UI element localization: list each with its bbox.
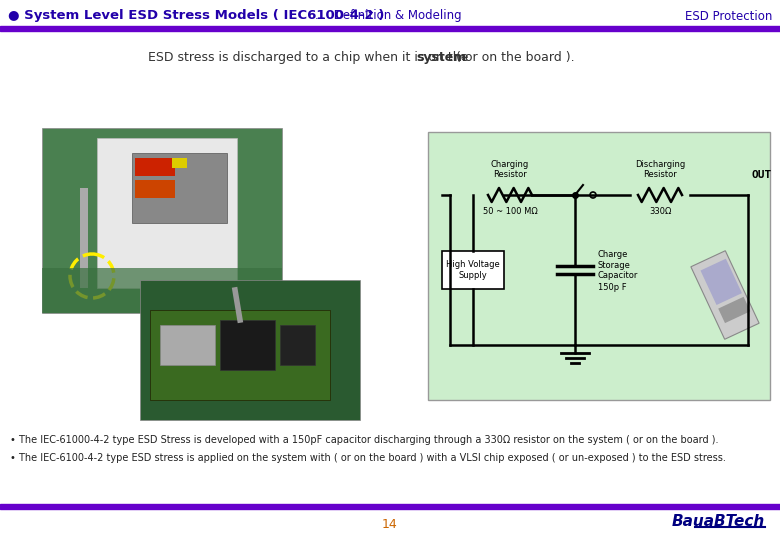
Text: • The IEC-6100-4-2 type ESD stress is applied on the system with ( or on the boa: • The IEC-6100-4-2 type ESD stress is ap… (10, 453, 726, 463)
Polygon shape (718, 297, 750, 323)
Text: ...  Definition & Modeling: ... Definition & Modeling (315, 10, 462, 23)
Bar (280, 325, 315, 365)
Text: BauaBTech: BauaBTech (672, 515, 765, 530)
Bar (428, 132, 770, 400)
Bar (135, 158, 175, 176)
Text: ( or on the board ).: ( or on the board ). (452, 51, 575, 64)
Bar (442, 251, 504, 289)
Text: Discharging
Resistor: Discharging Resistor (635, 160, 685, 179)
Text: High Voltage
Supply: High Voltage Supply (446, 260, 500, 280)
Text: 14: 14 (382, 517, 398, 530)
Bar (97, 138, 237, 288)
Bar (150, 310, 330, 400)
Bar (160, 325, 215, 365)
Text: ESD stress is discharged to a chip when it is on the: ESD stress is discharged to a chip when … (148, 51, 473, 64)
Bar (140, 280, 360, 420)
Text: ● System Level ESD Stress Models ( IEC6100-4-2 ): ● System Level ESD Stress Models ( IEC61… (8, 10, 389, 23)
Text: 330Ω: 330Ω (649, 207, 671, 216)
Text: • The IEC-61000-4-2 type ESD Stress is developed with a 150pF capacitor discharg: • The IEC-61000-4-2 type ESD Stress is d… (10, 435, 718, 445)
Polygon shape (700, 259, 742, 305)
Text: 50 ~ 100 MΩ: 50 ~ 100 MΩ (483, 207, 537, 216)
Bar (172, 158, 187, 168)
Polygon shape (691, 251, 759, 339)
Bar (220, 320, 275, 370)
Bar (132, 153, 227, 223)
Bar (80, 188, 88, 288)
Text: system: system (416, 51, 466, 64)
Bar (42, 128, 282, 313)
Text: OUT: OUT (751, 170, 771, 180)
Text: ESD Protection: ESD Protection (685, 10, 772, 23)
Bar (0, 26, 780, 30)
Bar (42, 268, 282, 313)
Text: Charge
Storage
Capacitor: Charge Storage Capacitor (598, 250, 638, 280)
Bar (0, 504, 780, 509)
Text: 150p F: 150p F (598, 284, 626, 293)
Bar (135, 180, 175, 198)
Text: Charging
Resistor: Charging Resistor (491, 160, 529, 179)
